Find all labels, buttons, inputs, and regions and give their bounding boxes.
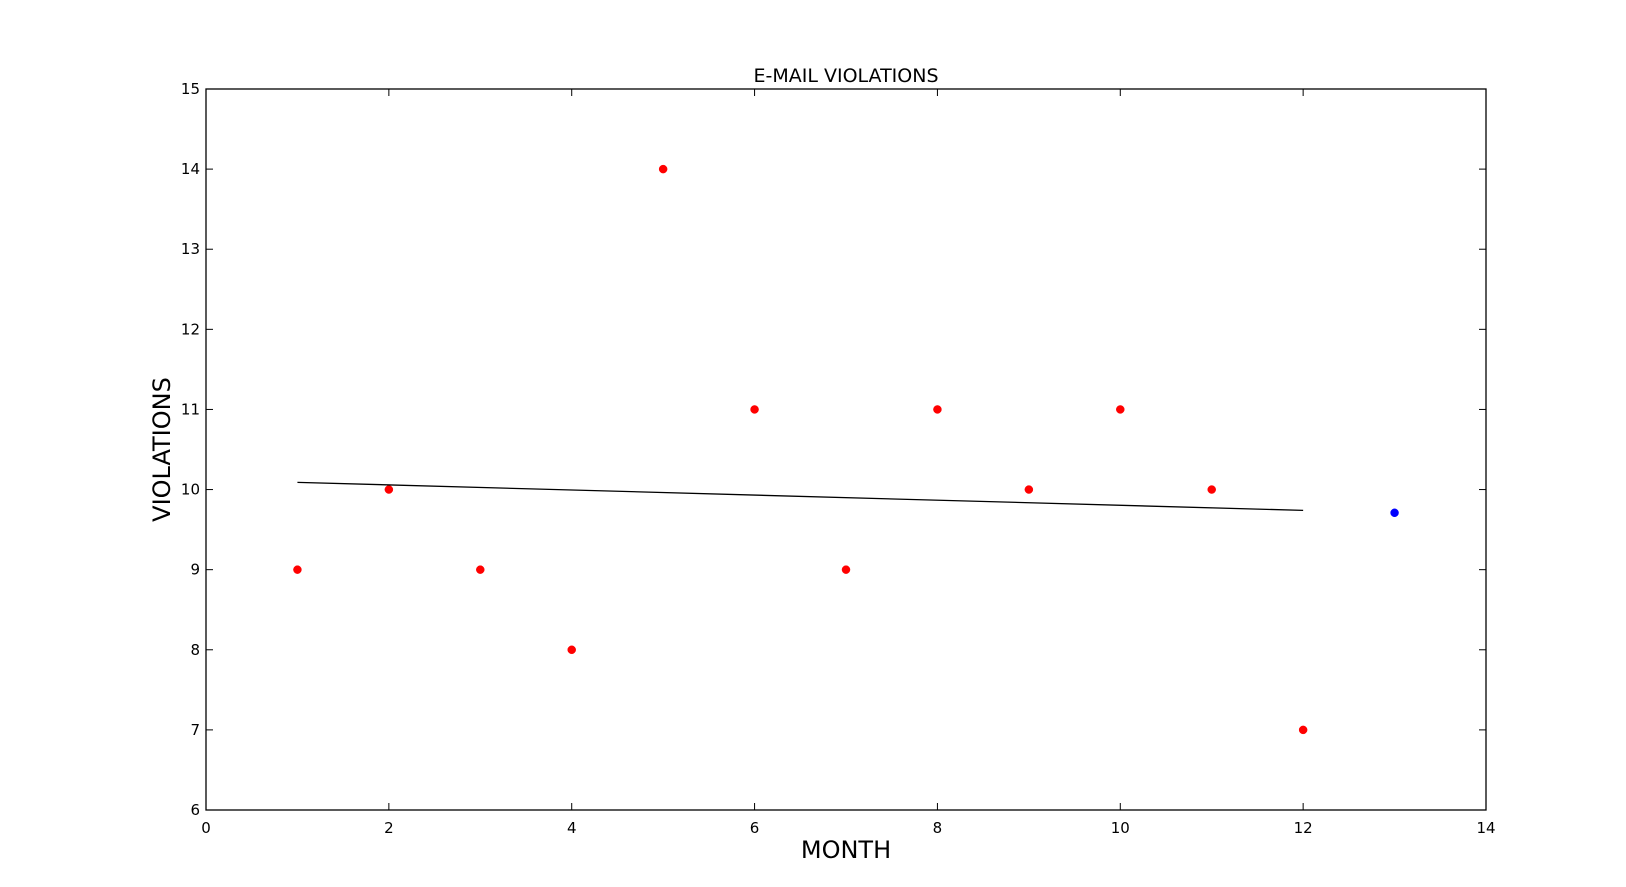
x-tick-label: 4 (567, 819, 577, 837)
plot-marks (293, 164, 1399, 735)
x-tick-label: 8 (933, 819, 943, 837)
axis-ticks: 0 2 4 6 8 10 12 14 6 7 8 9 10 11 12 13 14 15 (181, 80, 1496, 837)
chart-title: E-MAIL VIOLATIONS (753, 65, 938, 87)
data-point (933, 405, 942, 414)
x-tick-label: 2 (384, 819, 394, 837)
y-axis-label: VIOLATIONS (148, 377, 176, 522)
y-tick-label: 9 (190, 561, 200, 579)
data-point (750, 405, 759, 414)
x-tick-label: 10 (1111, 819, 1130, 837)
data-point (1207, 485, 1216, 494)
x-tick-label: 14 (1476, 819, 1495, 837)
x-tick-label: 6 (750, 819, 760, 837)
data-point (658, 164, 668, 174)
plot-frame (205, 88, 1487, 811)
y-tick-label: 10 (181, 481, 200, 499)
data-point (567, 645, 576, 655)
data-point (1116, 405, 1125, 414)
data-point (1024, 485, 1034, 494)
data-point (384, 485, 394, 494)
data-point (293, 565, 302, 574)
x-axis-label: MONTH (801, 836, 891, 864)
y-tick-label: 12 (181, 320, 200, 338)
y-tick-label: 11 (181, 400, 200, 418)
y-tick-label: 15 (181, 80, 200, 98)
prediction-point (1390, 508, 1399, 518)
x-tick-label: 0 (201, 819, 211, 837)
y-tick-label: 7 (190, 721, 200, 739)
x-tick-label: 12 (1294, 819, 1313, 837)
y-tick-label: 8 (190, 641, 200, 659)
trend-line (297, 481, 1304, 512)
y-tick-label: 14 (181, 160, 200, 178)
data-point (841, 565, 851, 574)
data-point (476, 565, 485, 574)
y-tick-label: 13 (181, 240, 200, 258)
data-point (1298, 725, 1308, 735)
y-tick-label: 6 (190, 801, 200, 819)
